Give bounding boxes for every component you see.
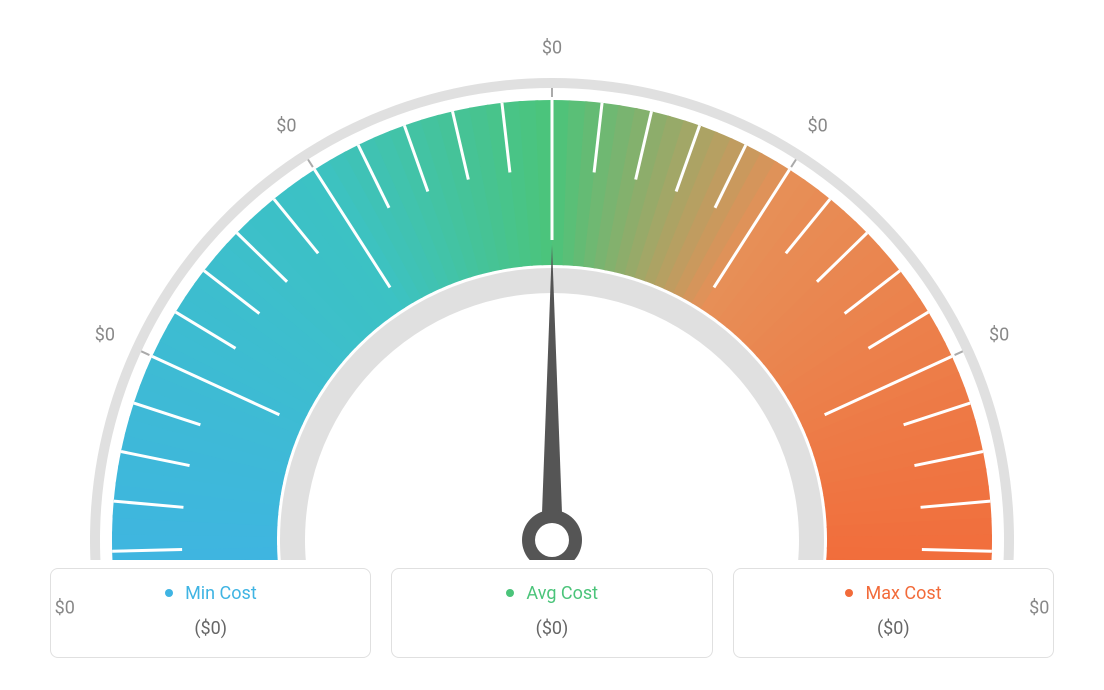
cost-gauge: $0$0$0$0$0$0$0 bbox=[0, 0, 1104, 560]
legend-label: Min Cost bbox=[185, 583, 257, 604]
dot-icon bbox=[165, 589, 173, 597]
legend-value: ($0) bbox=[61, 618, 360, 639]
legend-label: Max Cost bbox=[866, 583, 942, 604]
scale-label: $0 bbox=[807, 115, 827, 136]
legend-row: Min Cost ($0) Avg Cost ($0) Max Cost ($0… bbox=[50, 568, 1054, 658]
dot-icon bbox=[845, 589, 853, 597]
scale-label: $0 bbox=[95, 324, 115, 345]
legend-card-min: Min Cost ($0) bbox=[50, 568, 371, 658]
legend-value: ($0) bbox=[744, 618, 1043, 639]
gauge-svg bbox=[0, 0, 1104, 560]
scale-label: $0 bbox=[989, 324, 1009, 345]
scale-label: $0 bbox=[542, 38, 562, 59]
legend-value: ($0) bbox=[402, 618, 701, 639]
dot-icon bbox=[506, 589, 514, 597]
legend-card-max: Max Cost ($0) bbox=[733, 568, 1054, 658]
legend-label: Avg Cost bbox=[526, 583, 598, 604]
legend-card-avg: Avg Cost ($0) bbox=[391, 568, 712, 658]
scale-label: $0 bbox=[276, 115, 296, 136]
